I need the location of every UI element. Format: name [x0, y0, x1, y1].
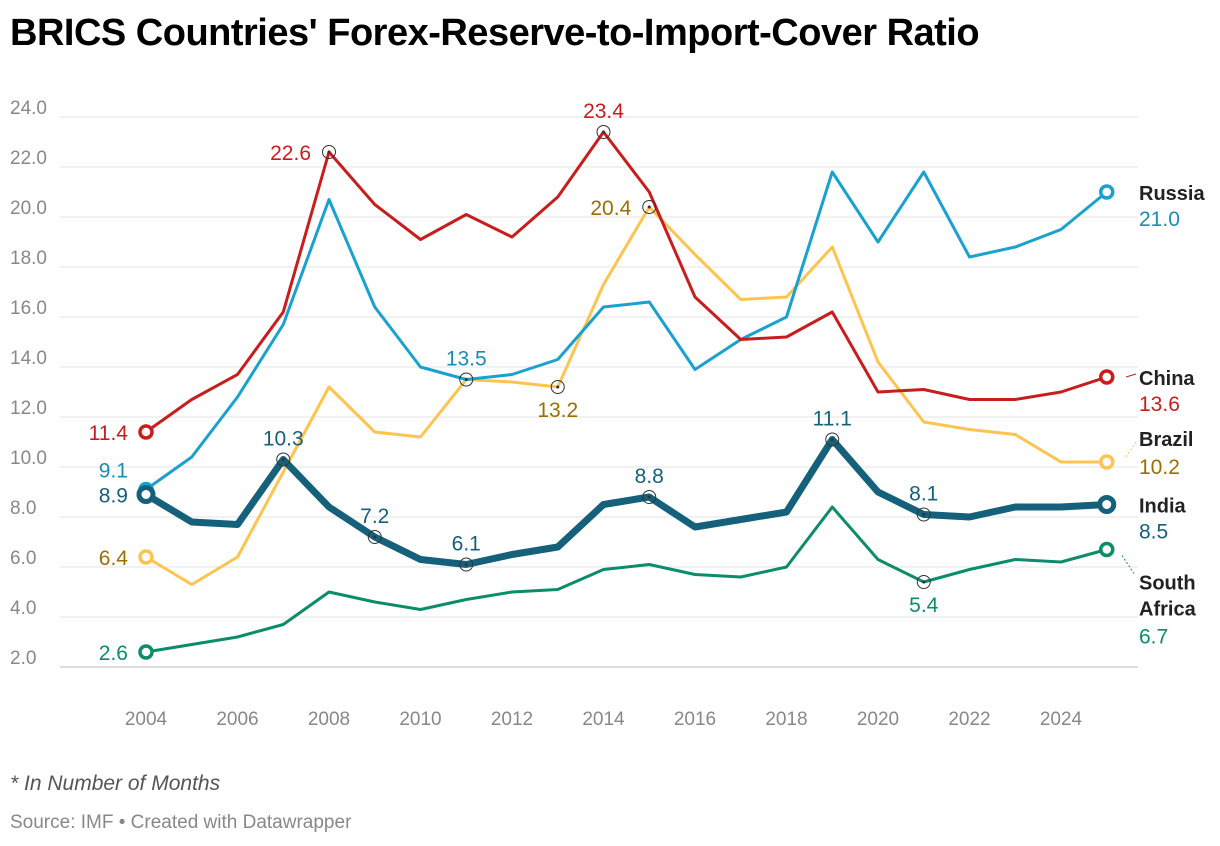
data-point-marker [367, 530, 382, 544]
y-tick-label: 20.0 [10, 198, 47, 219]
data-label: 6.1 [452, 533, 481, 556]
data-point-dot [647, 205, 651, 209]
x-tick-label: 2018 [765, 709, 807, 730]
y-tick-label: 24.0 [10, 98, 47, 119]
data-label: 9.1 [99, 460, 128, 483]
y-tick-label: 12.0 [10, 398, 47, 419]
data-label: 20.4 [590, 197, 631, 220]
data-point-marker [642, 200, 657, 214]
series-line-china [145, 130, 1108, 434]
series-end-value: 21.0 [1139, 208, 1180, 231]
x-tick-label: 2016 [674, 709, 716, 730]
data-label: 2.6 [99, 642, 128, 665]
endpoint-marker [136, 485, 156, 504]
y-tick-label: 16.0 [10, 298, 47, 319]
endpoint-marker [138, 549, 154, 565]
data-point-dot [602, 130, 605, 134]
data-label: 7.2 [360, 505, 389, 528]
y-tick-label: 8.0 [10, 498, 36, 519]
data-point-dot [922, 580, 926, 584]
endpoint-marker [1099, 369, 1115, 385]
data-point-dot [922, 513, 926, 516]
x-tick-label: 2006 [216, 709, 258, 730]
label-connector [1121, 555, 1135, 574]
endpoint-marker [1099, 184, 1115, 200]
source-credit: Source: IMF • Created with Datawrapper [10, 812, 352, 833]
series-name-label: Russia [1139, 183, 1205, 205]
data-point-marker [459, 557, 474, 572]
data-point-marker [276, 452, 291, 467]
y-tick-label: 22.0 [10, 148, 47, 169]
series-end-value: 13.6 [1139, 393, 1180, 416]
data-point-marker [825, 432, 840, 447]
data-label: 11.1 [813, 408, 852, 431]
series-name-label: China [1139, 368, 1195, 390]
data-point-dot [464, 563, 468, 566]
series-line-india [144, 436, 1107, 568]
series-end-value: 10.2 [1139, 456, 1180, 479]
data-point-dot [647, 495, 651, 499]
endpoint-marker [1097, 495, 1117, 514]
x-tick-label: 2012 [491, 709, 533, 730]
data-label: 10.3 [263, 428, 304, 451]
x-tick-label: 2014 [582, 709, 625, 730]
series-line-brazil [145, 205, 1107, 586]
y-tick-label: 18.0 [10, 248, 47, 269]
data-label: 6.4 [99, 547, 129, 570]
data-point-dot [830, 438, 834, 441]
data-label: 8.1 [909, 483, 938, 506]
data-point-marker [459, 372, 474, 387]
endpoint-marker [138, 424, 154, 440]
series-line-russia [145, 170, 1108, 491]
y-tick-label: 2.0 [10, 648, 36, 669]
series-end-value: 8.5 [1139, 521, 1168, 544]
y-tick-label: 4.0 [10, 598, 36, 619]
y-tick-label: 10.0 [10, 448, 47, 469]
data-point-marker [642, 490, 657, 504]
data-point-marker [916, 575, 931, 589]
label-connector [1125, 441, 1137, 458]
series-name-part: South [1139, 573, 1196, 595]
data-point-dot [556, 385, 560, 389]
data-label: 8.8 [635, 465, 664, 488]
series-end-value: 6.7 [1139, 626, 1168, 649]
x-tick-label: 2004 [125, 709, 168, 730]
x-tick-label: 2022 [948, 709, 990, 730]
x-tick-label: 2020 [857, 709, 899, 730]
x-tick-label: 2010 [399, 709, 441, 730]
data-point-dot [373, 535, 377, 539]
series-name-label: Brazil [1139, 429, 1193, 451]
units-note: * In Number of Months [10, 772, 221, 795]
data-point-dot [327, 150, 331, 154]
data-point-dot [281, 458, 285, 461]
series-name-label: India [1139, 496, 1187, 518]
data-label: 5.4 [909, 594, 939, 617]
data-point-dot [464, 378, 468, 381]
data-label: 11.4 [89, 422, 129, 445]
data-label: 13.2 [537, 399, 578, 422]
chart-title: BRICS Countries' Forex-Reserve-to-Import… [10, 12, 980, 54]
series-line-south-africa [145, 505, 1108, 654]
label-connector [1125, 373, 1137, 378]
endpoint-marker [1099, 454, 1115, 470]
data-label: 8.9 [99, 485, 128, 508]
data-point-marker [550, 380, 565, 394]
y-tick-label: 6.0 [10, 548, 36, 569]
series-name-label: South Africa [1139, 573, 1197, 621]
endpoint-marker [1099, 541, 1115, 558]
endpoint-marker [138, 644, 154, 660]
data-point-marker [596, 125, 611, 139]
data-label: 23.4 [583, 100, 624, 123]
data-point-marker [322, 145, 336, 159]
data-label: 13.5 [446, 348, 487, 371]
x-tick-label: 2024 [1040, 709, 1083, 730]
data-label: 22.6 [270, 142, 311, 165]
x-tick-label: 2008 [308, 709, 350, 730]
y-tick-label: 14.0 [10, 348, 47, 369]
series-name-part: Africa [1139, 599, 1197, 621]
data-point-marker [916, 507, 931, 522]
line-chart: 2.0 4.0 6.0 8.0 10.0 12.0 14.0 16.0 18.0 20.0 22.0… [10, 98, 1205, 730]
